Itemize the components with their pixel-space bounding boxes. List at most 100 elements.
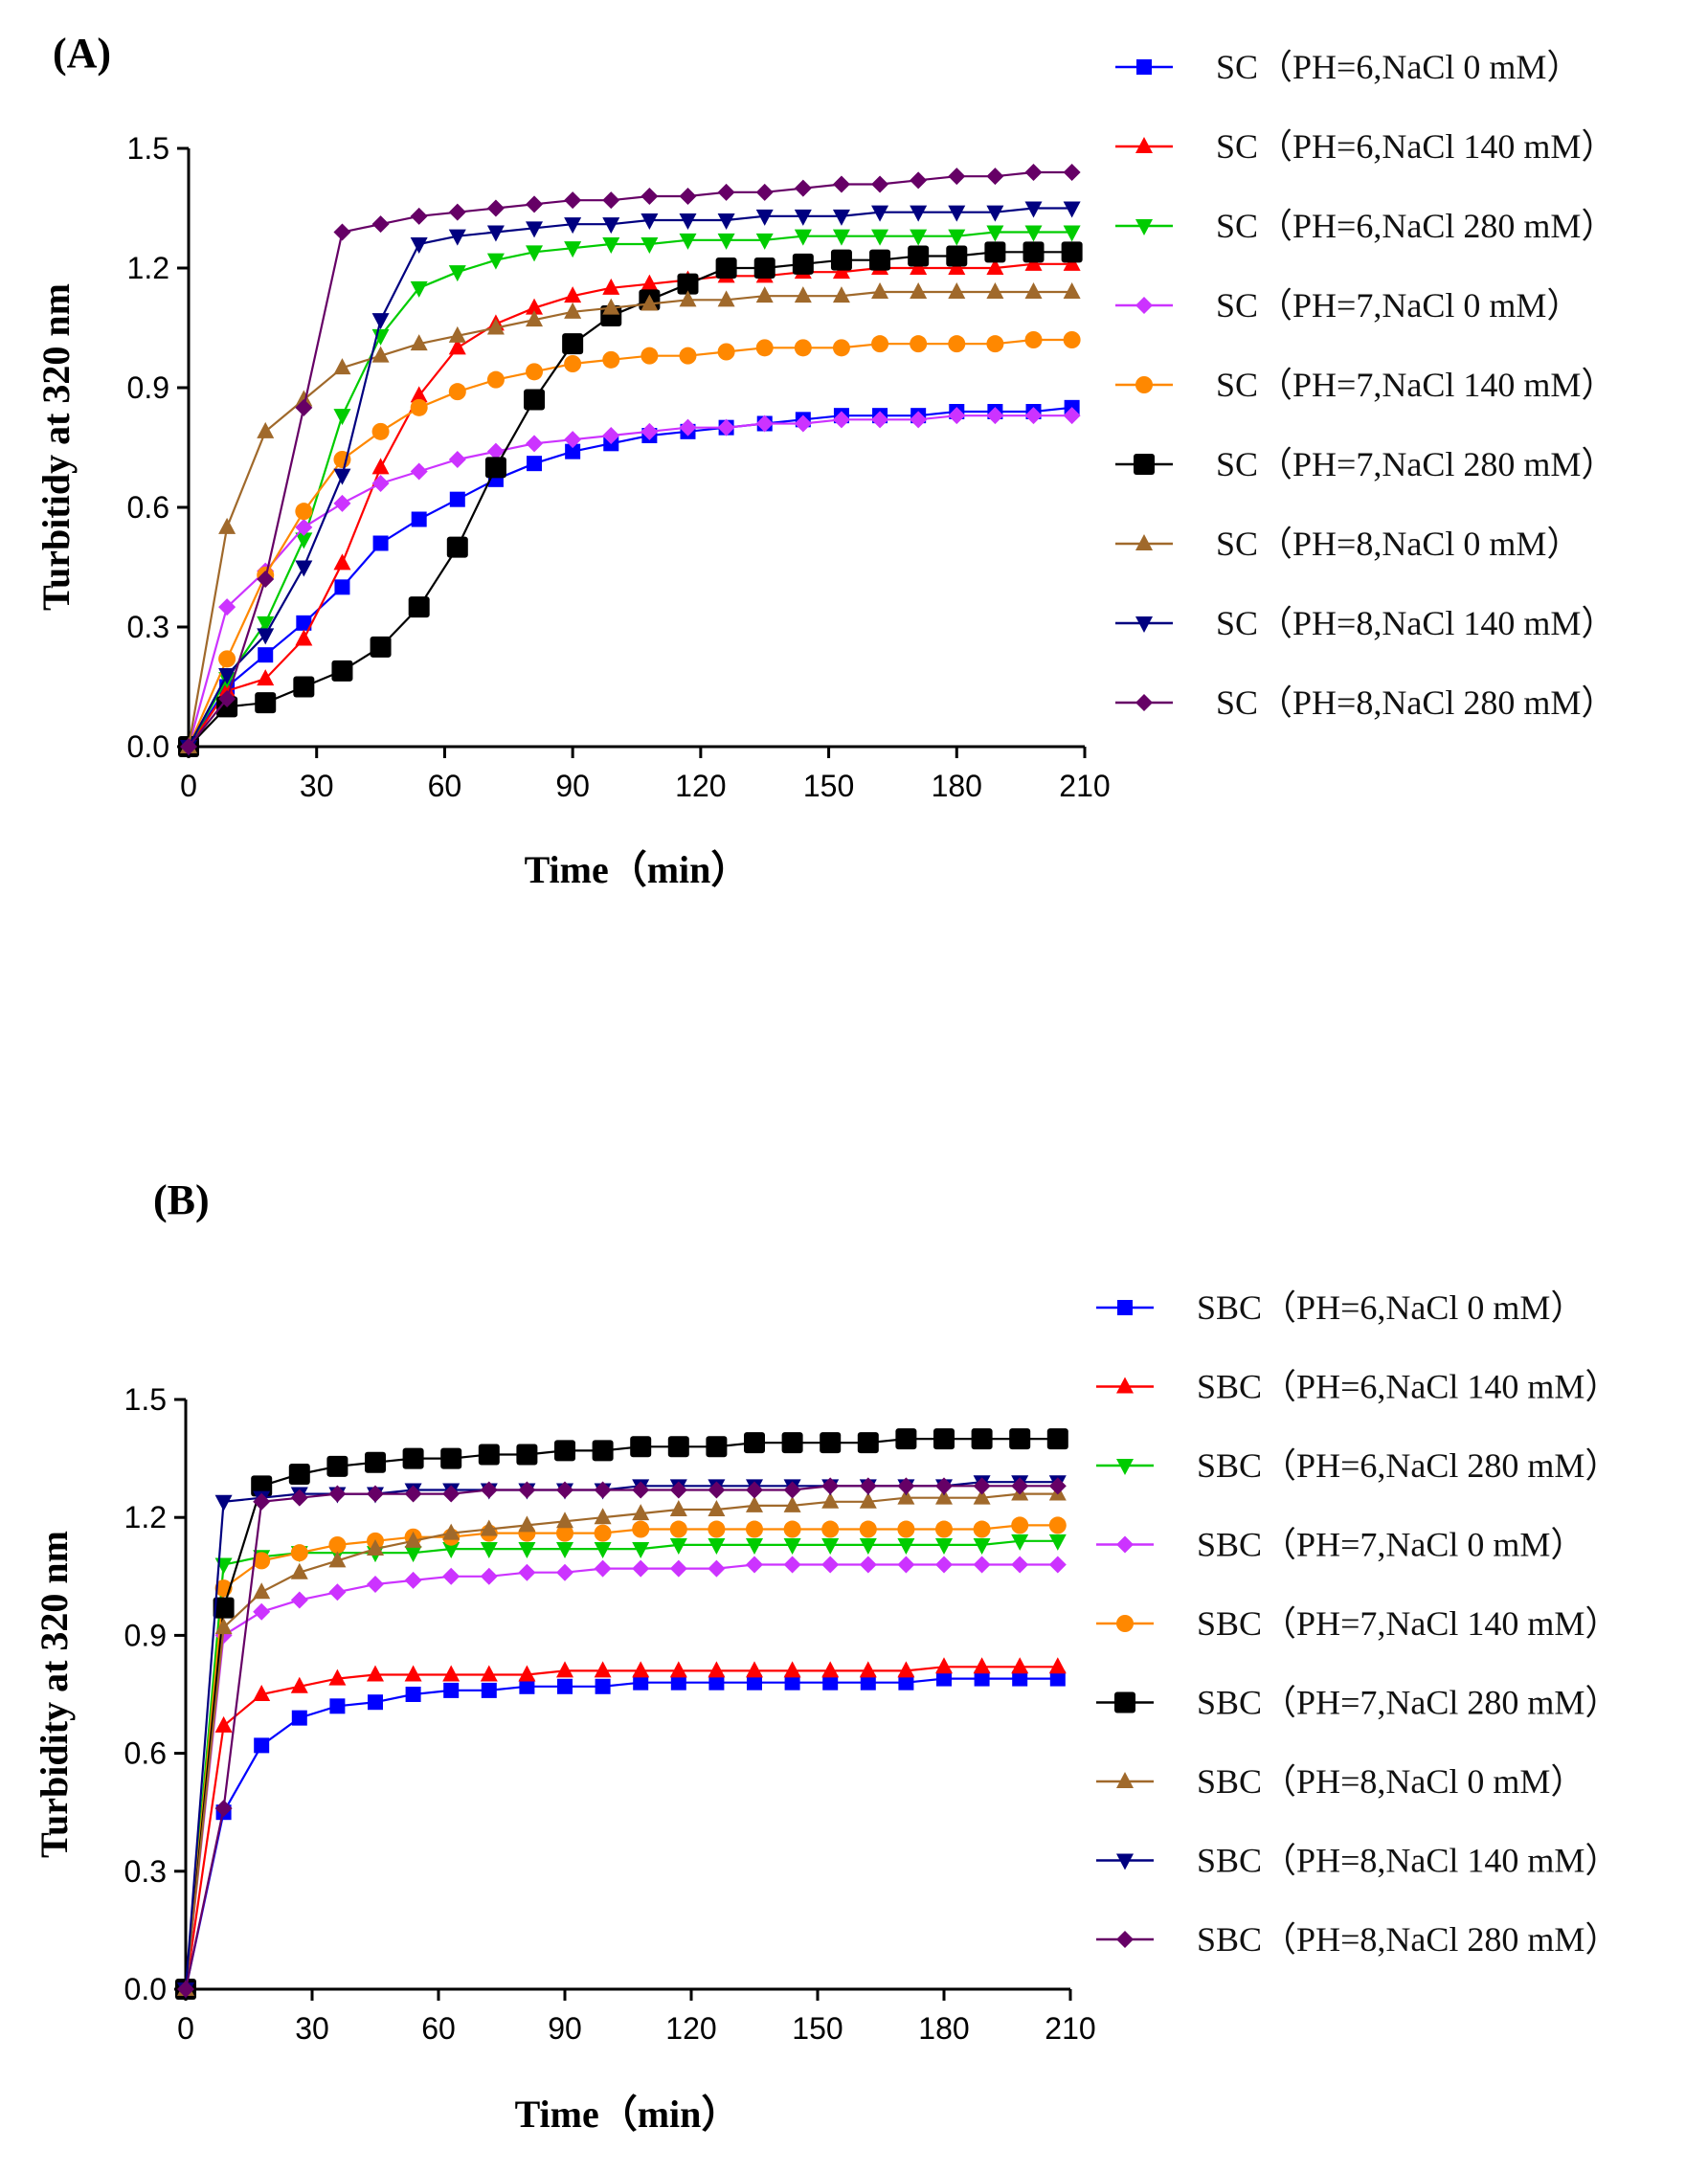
data-point — [747, 1674, 762, 1691]
data-point — [715, 258, 737, 279]
data-point — [564, 191, 582, 210]
data-point — [632, 1542, 650, 1559]
data-point — [794, 209, 812, 226]
data-point — [295, 629, 313, 646]
data-point — [594, 1524, 612, 1542]
data-point — [640, 422, 659, 440]
data-point — [948, 168, 966, 186]
data-point — [554, 1440, 575, 1462]
data-point — [783, 1520, 801, 1538]
data-point — [755, 339, 774, 357]
data-point — [371, 215, 390, 234]
data-point — [1024, 282, 1043, 299]
data-point — [935, 1488, 953, 1505]
legend-item: SC（PH=7,NaCl 0 mM） — [1115, 286, 1581, 325]
y-tick-label: 1.2 — [127, 251, 169, 285]
data-point — [1049, 1670, 1066, 1687]
data-point — [781, 1432, 803, 1454]
data-point — [821, 1556, 840, 1574]
legend-item: SBC（PH=6,NaCl 0 mM） — [1096, 1288, 1584, 1327]
series-line — [187, 290, 1072, 748]
data-point — [897, 1537, 915, 1555]
data-point — [897, 1477, 915, 1495]
data-point — [564, 241, 582, 258]
data-point — [562, 333, 584, 355]
data-point — [218, 650, 236, 668]
data-point — [935, 1556, 953, 1574]
data-point — [404, 1571, 422, 1589]
panel-label: (A) — [53, 30, 111, 77]
data-point — [518, 1542, 536, 1559]
legend-marker — [1116, 1535, 1134, 1554]
legend-label: SBC（PH=6,NaCl 0 mM） — [1197, 1288, 1584, 1327]
data-point — [290, 1591, 308, 1609]
legend-item: SBC（PH=8,NaCl 140 mM） — [1096, 1842, 1619, 1880]
legend-label: SC（PH=8,NaCl 280 mM） — [1216, 683, 1615, 722]
data-point — [602, 217, 620, 235]
data-point — [290, 1489, 308, 1507]
legend-item: SC（PH=8,NaCl 0 mM） — [1115, 525, 1581, 563]
data-point — [602, 278, 620, 295]
data-point — [556, 1524, 573, 1542]
panel-a: (A) 0.0 0.3 0.6 0.9 1.2 1.5 0 30 60 90 120 150 180 21… — [34, 30, 1615, 891]
data-point — [679, 233, 697, 250]
data-point — [871, 205, 889, 222]
series-4 — [180, 407, 1081, 755]
data-point — [871, 175, 889, 193]
x-tick-label: 90 — [548, 2011, 582, 2046]
legend-item: SC（PH=6,NaCl 0 mM） — [1115, 48, 1581, 86]
x-tick-label: 30 — [295, 2011, 329, 2046]
x-axis-title: Time（min） — [525, 848, 750, 891]
data-point — [333, 223, 351, 241]
data-point — [442, 1523, 461, 1540]
legend-marker — [1135, 137, 1153, 153]
series-line — [184, 1437, 1058, 1990]
data-point — [794, 179, 812, 197]
data-point — [486, 318, 505, 335]
data-point — [822, 1674, 839, 1691]
data-point — [632, 1520, 650, 1538]
data-point — [526, 195, 544, 213]
data-point — [783, 1537, 801, 1555]
data-point — [871, 229, 889, 246]
legend-label: SBC（PH=8,NaCl 140 mM） — [1197, 1842, 1619, 1880]
series-3 — [180, 225, 1081, 756]
data-point — [794, 229, 812, 246]
data-point — [213, 1597, 235, 1619]
data-point — [404, 1485, 422, 1503]
data-point — [897, 1488, 915, 1505]
data-point — [177, 1981, 194, 1998]
data-point — [1024, 407, 1043, 425]
data-point — [1048, 1657, 1067, 1674]
data-point — [556, 1542, 573, 1559]
data-point — [329, 1698, 346, 1714]
data-point — [973, 1520, 991, 1538]
y-tick-label: 0.9 — [124, 1618, 167, 1652]
data-point — [295, 390, 313, 407]
legend-item: SC（PH=7,NaCl 280 mM） — [1115, 445, 1615, 483]
axes — [187, 148, 1085, 749]
data-point — [328, 1485, 347, 1503]
legend-marker — [1135, 376, 1153, 393]
x-tick-label: 120 — [665, 2011, 716, 2046]
data-point — [821, 1661, 840, 1678]
data-point — [526, 298, 544, 315]
legend-label: SBC（PH=6,NaCl 140 mM） — [1197, 1368, 1619, 1406]
data-point — [371, 475, 390, 492]
data-point — [404, 1531, 422, 1548]
data-point — [784, 1674, 800, 1691]
data-point — [783, 1661, 801, 1678]
data-point — [333, 468, 351, 485]
data-point — [794, 339, 812, 357]
data-point — [821, 1520, 840, 1538]
data-point — [295, 518, 313, 536]
data-point — [821, 1477, 840, 1495]
data-point — [293, 676, 315, 698]
data-point — [669, 1661, 687, 1678]
data-point — [792, 253, 814, 275]
data-point — [640, 237, 659, 254]
data-point — [973, 1657, 991, 1674]
data-point — [871, 411, 889, 429]
data-point — [986, 407, 1004, 425]
